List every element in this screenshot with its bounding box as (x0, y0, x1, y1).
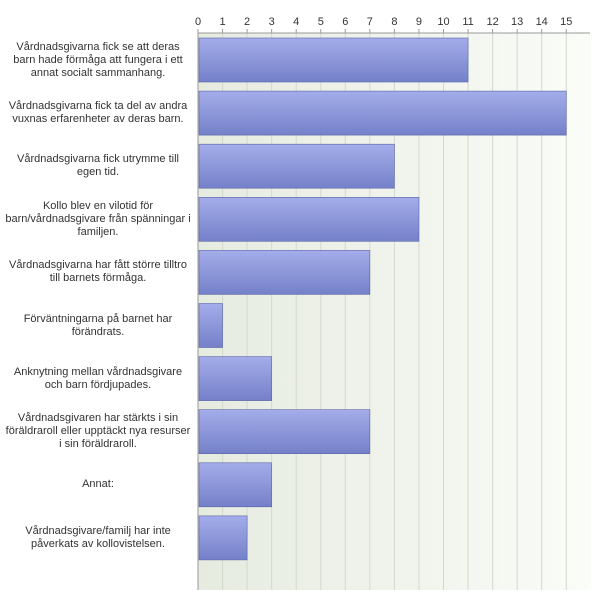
bars (198, 37, 567, 561)
bar (198, 303, 223, 348)
category-label: Kollo blev en vilotid för barn/vårdnadsg… (5, 199, 191, 238)
tick-label: 7 (367, 16, 373, 28)
tick-label: 14 (536, 16, 548, 28)
category-label: Annat: (82, 478, 114, 491)
bar (198, 250, 371, 295)
tick-label: 2 (244, 16, 250, 28)
tick-label: 12 (486, 16, 498, 28)
category-label: Vårdnadsgivarna fick utrymme till egen t… (16, 153, 179, 179)
tick-label: 15 (560, 16, 572, 28)
bar (198, 515, 248, 561)
bar (198, 197, 420, 242)
tick-label: 5 (318, 16, 324, 28)
tick-label: 13 (511, 16, 523, 28)
category-label: Vårdnadsgivarna har fått större tilltro … (9, 259, 187, 285)
tick-label: 1 (219, 16, 225, 28)
tick-label: 0 (195, 16, 201, 28)
bar (198, 356, 272, 401)
bar (198, 90, 567, 136)
category-label: Vårdnadsgivaren har stärkts i sin föräld… (5, 412, 191, 451)
category-label: Anknytning mellan vårdnadsgivare och bar… (13, 365, 183, 391)
tick-label: 3 (269, 16, 275, 28)
tick-label: 6 (342, 16, 348, 28)
tick-label: 9 (416, 16, 422, 28)
category-label: Förväntningarna på barnet har förändrats… (23, 312, 173, 338)
category-label: Vårdnadsgivare/familj har inte påverkats… (25, 524, 171, 550)
bar (198, 462, 272, 508)
tick-label: 11 (462, 16, 473, 28)
tick-label: 8 (391, 16, 397, 28)
bar (198, 409, 371, 455)
x-axis-ticks: 0 1 2 3 4 5 6 7 8 9 10 11 12 13 14 15 (195, 16, 572, 33)
category-label: Vårdnadsgivarna fick se att deras barn h… (13, 40, 183, 79)
bar (198, 143, 395, 189)
bar (198, 37, 469, 83)
tick-label: 10 (437, 16, 449, 28)
tick-label: 4 (293, 16, 299, 28)
category-label: Vårdnadsgivarna fick ta del av andra vux… (8, 100, 188, 126)
